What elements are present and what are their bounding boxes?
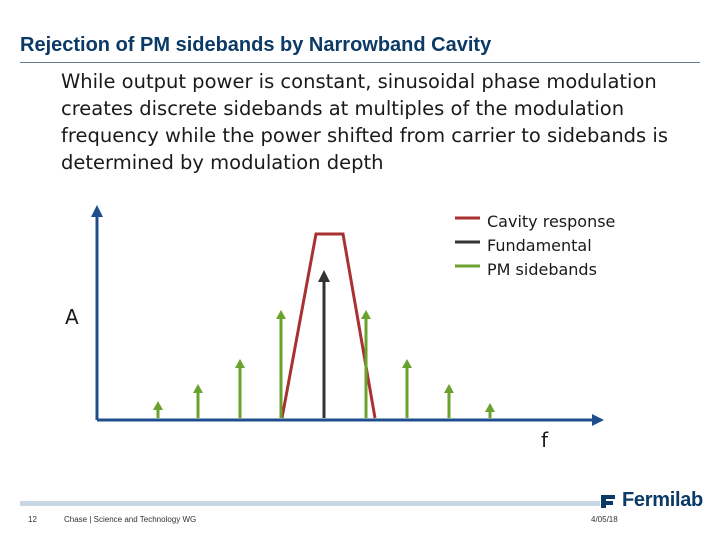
legend: Cavity response Fundamental PM sidebands xyxy=(455,212,615,279)
legend-label-cavity: Cavity response xyxy=(487,212,615,231)
sideband-arrowhead xyxy=(485,403,495,412)
x-axis-arrowhead xyxy=(592,414,604,426)
page-number: 12 xyxy=(28,515,37,524)
y-axis-arrowhead xyxy=(91,205,103,217)
sideband-arrowhead xyxy=(444,384,454,393)
slide-title: Rejection of PM sidebands by Narrowband … xyxy=(20,34,492,56)
sideband-arrowhead xyxy=(361,310,371,319)
footer-date: 4/05/18 xyxy=(591,515,618,524)
legend-label-fundamental: Fundamental xyxy=(487,236,592,255)
cavity-response-curve xyxy=(280,232,377,419)
sideband-arrowhead xyxy=(235,359,245,368)
x-axis-label: f xyxy=(541,428,549,452)
title-divider xyxy=(20,62,700,63)
pm-sidebands xyxy=(153,310,495,418)
fundamental-arrowhead xyxy=(318,270,330,282)
sideband-arrowhead xyxy=(153,401,163,410)
sideband-arrowhead xyxy=(193,384,203,393)
fermilab-logo: Fermilab xyxy=(598,489,703,512)
footer-presenter: Chase | Science and Technology WG xyxy=(64,515,197,524)
sideband-arrowhead xyxy=(276,310,286,319)
footer-bar xyxy=(20,501,600,506)
legend-label-sidebands: PM sidebands xyxy=(487,260,597,279)
sideband-arrowhead xyxy=(402,359,412,368)
logo-text: Fermilab xyxy=(622,489,703,511)
y-axis-label: A xyxy=(65,305,79,329)
slide-body-text: While output power is constant, sinusoid… xyxy=(61,70,668,174)
fermilab-logo-icon xyxy=(601,494,615,508)
